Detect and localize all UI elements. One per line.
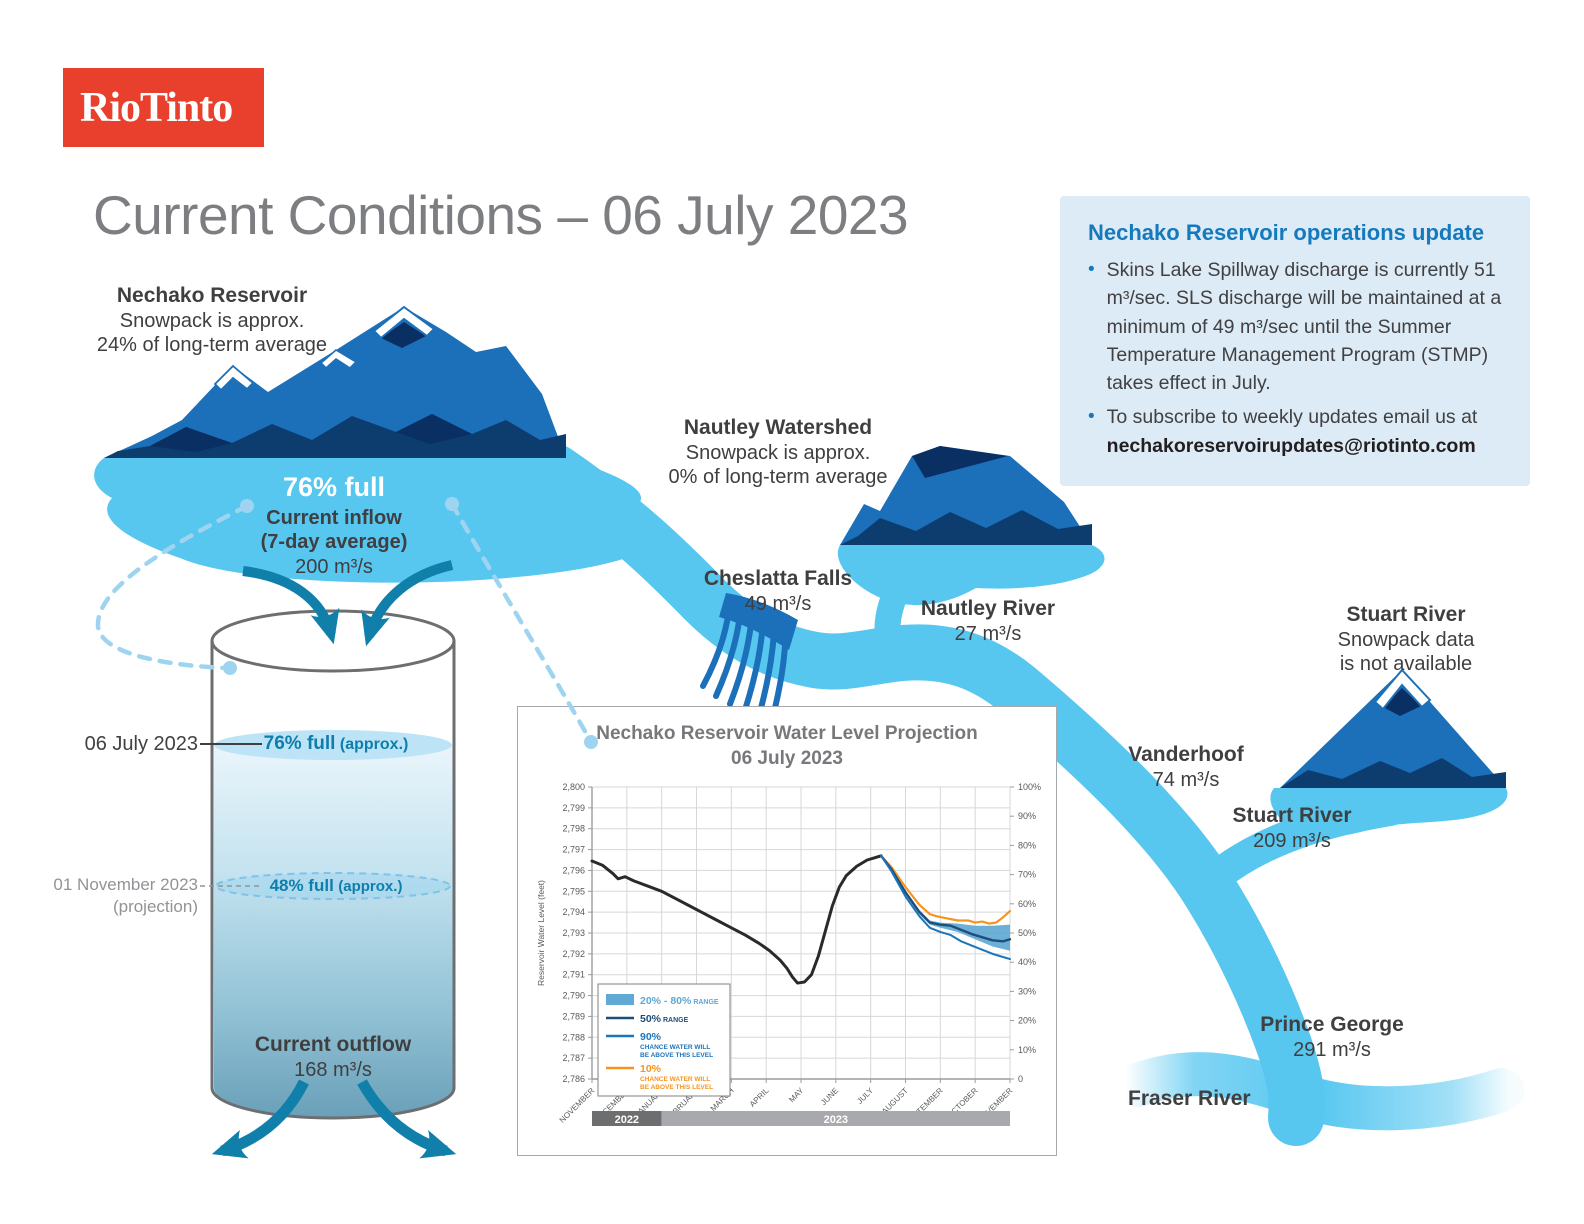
subscribe-email: nechakoreservoirupdates@riotinto.com	[1106, 434, 1476, 457]
chart-series-3	[880, 854, 1011, 961]
chart-year-bands: 2022 2023	[592, 1111, 1010, 1126]
svg-text:2,798: 2,798	[562, 824, 585, 834]
operations-update-box: Nechako Reservoir operations update • Sk…	[1060, 196, 1530, 486]
svg-text:2,791: 2,791	[562, 970, 585, 980]
cheslatta-waterfall-icon	[700, 593, 798, 715]
svg-text:2,792: 2,792	[562, 949, 585, 959]
svg-text:2,795: 2,795	[562, 886, 585, 896]
nechako-mountains	[104, 305, 566, 458]
svg-text:APRIL: APRIL	[748, 1086, 771, 1109]
nautley-mountains	[840, 446, 1092, 545]
chart-plot: 2,786 2,787 2,788 2,789 2,790 2,791 2,792 2,793…	[536, 782, 1041, 1127]
outflow-arrows-icon	[211, 1079, 457, 1159]
svg-text:70%: 70%	[1018, 870, 1036, 880]
update-box-heading: Nechako Reservoir operations update	[1088, 220, 1485, 245]
svg-text:NOVEMBER: NOVEMBER	[558, 1086, 597, 1125]
svg-text:40%: 40%	[1018, 957, 1036, 967]
riotinto-logo-text: RioTinto	[80, 84, 233, 131]
svg-text:2,787: 2,787	[562, 1053, 585, 1063]
svg-text:10%: 10%	[1018, 1045, 1036, 1055]
svg-text:CHANCE WATER WILL: CHANCE WATER WILL	[640, 1044, 710, 1051]
snow-cap-icon	[1373, 668, 1432, 711]
svg-text:0: 0	[1018, 1074, 1023, 1084]
snow-cap-icon	[319, 349, 358, 370]
chart-title: Nechako Reservoir Water Level Projection	[596, 723, 978, 744]
svg-text:20%: 20%	[1018, 1016, 1036, 1026]
svg-text:2,790: 2,790	[562, 991, 585, 1001]
svg-text:2,788: 2,788	[562, 1032, 585, 1042]
tank-level-projection-lens	[215, 872, 451, 900]
chart-ylabel: Reservoir Water Level (feet)	[536, 880, 546, 986]
nechako-lake	[94, 458, 657, 583]
water-level-projection-chart: Nechako Reservoir Water Level Projection…	[517, 706, 1057, 1156]
nautley-lake	[837, 545, 1105, 606]
snow-cap-icon	[213, 364, 255, 392]
chart-subtitle: 06 July 2023	[731, 748, 843, 769]
chart-series-1	[880, 854, 1012, 925]
svg-text:BE ABOVE THIS LEVEL: BE ABOVE THIS LEVEL	[640, 1084, 713, 1091]
svg-text:30%: 30%	[1018, 986, 1036, 996]
svg-text:100%: 100%	[1018, 782, 1041, 792]
svg-text:2,793: 2,793	[562, 928, 585, 938]
riotinto-logo: RioTinto	[63, 68, 264, 147]
svg-text:10%: 10%	[640, 1063, 662, 1075]
svg-text:BE ABOVE THIS LEVEL: BE ABOVE THIS LEVEL	[640, 1052, 713, 1059]
inflow-arrows-icon	[242, 560, 454, 647]
stuart-mountain	[1280, 668, 1506, 788]
svg-text:50%: 50%	[1018, 928, 1036, 938]
svg-text:JULY: JULY	[855, 1086, 875, 1106]
main-river-channel	[527, 444, 1325, 1146]
svg-text:2023: 2023	[824, 1114, 848, 1126]
page-title: Current Conditions – 06 July 2023	[93, 184, 909, 246]
update-bullet-1: • Skins Lake Spillway discharge is curre…	[1088, 256, 1502, 397]
chart-series-0	[590, 854, 883, 985]
svg-text:2,786: 2,786	[562, 1074, 585, 1084]
update-bullet-2: • To subscribe to weekly updates email u…	[1088, 403, 1502, 460]
svg-text:JUNE: JUNE	[819, 1086, 840, 1107]
svg-text:2,800: 2,800	[562, 782, 585, 792]
svg-text:2,794: 2,794	[562, 907, 585, 917]
tank-level-now-lens	[214, 730, 452, 760]
svg-text:2,789: 2,789	[562, 1011, 585, 1021]
svg-text:90%: 90%	[1018, 811, 1036, 821]
snow-cap-icon	[372, 305, 436, 340]
stuart-lake	[1270, 788, 1508, 837]
svg-text:2,797: 2,797	[562, 845, 585, 855]
svg-text:90%: 90%	[640, 1031, 662, 1043]
svg-text:2022: 2022	[615, 1114, 639, 1126]
svg-text:2,796: 2,796	[562, 865, 585, 875]
svg-text:60%: 60%	[1018, 899, 1036, 909]
reservoir-tank	[200, 609, 456, 1120]
svg-text:2,799: 2,799	[562, 803, 585, 813]
svg-text:MAY: MAY	[787, 1086, 806, 1105]
chart-series	[590, 854, 1012, 985]
svg-text:80%: 80%	[1018, 840, 1036, 850]
chart-series-2	[879, 854, 1012, 943]
chart-band-20-80	[881, 855, 1010, 951]
svg-text:CHANCE WATER WILL: CHANCE WATER WILL	[640, 1076, 710, 1083]
bullet-icon: •	[1088, 406, 1095, 428]
bullet-icon: •	[1088, 259, 1095, 280]
